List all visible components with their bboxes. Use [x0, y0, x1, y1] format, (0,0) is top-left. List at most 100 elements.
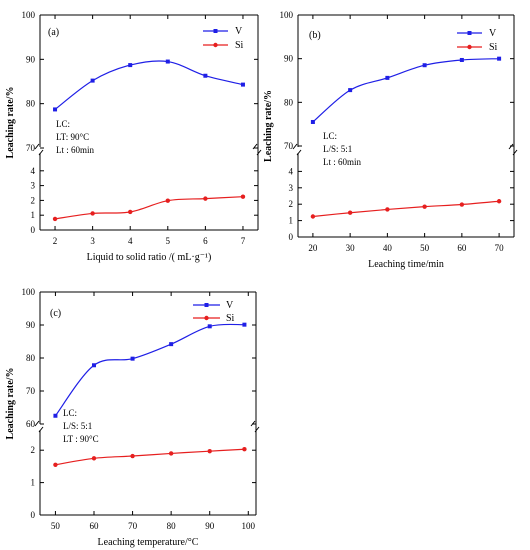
data-point-v — [92, 363, 96, 368]
data-point-v — [203, 73, 208, 78]
x-tick-label: 70 — [128, 521, 138, 531]
x-tick-label: 70 — [495, 243, 505, 253]
y-tick-label: 100 — [22, 10, 36, 20]
y-axis-label: Leaching rate/% — [5, 368, 16, 440]
axis-break-right — [250, 420, 260, 433]
data-point-v — [459, 57, 464, 62]
y-tick-label: 100 — [280, 10, 294, 20]
data-point-si — [91, 456, 97, 461]
chart-panel-3: 50 60 70 80 90 100 60 70 80 90 100 0 1 2 Leaching temp… — [5, 287, 260, 548]
data-point-v — [53, 413, 58, 418]
x-tick-label: 40 — [383, 243, 393, 253]
x-tick-label: 2 — [53, 236, 58, 246]
legend-marker-v — [213, 29, 218, 33]
condition-annotation: L/S: 5:1 — [63, 421, 92, 431]
data-point-v — [207, 324, 212, 329]
x-tick-label: 30 — [346, 243, 356, 253]
y-tick-label: 90 — [26, 320, 36, 330]
condition-annotation: LC: — [56, 119, 70, 129]
condition-annotation: Lt : 60min — [56, 145, 94, 155]
y-tick-label: 90 — [284, 54, 294, 64]
data-point-si — [168, 451, 174, 456]
legend-label-si: Si — [235, 40, 244, 51]
data-point-v — [348, 88, 353, 93]
data-point-si — [242, 447, 247, 452]
y-tick-label: 0 — [31, 225, 36, 235]
x-tick-label: 4 — [128, 236, 133, 246]
data-point-si — [310, 214, 316, 219]
data-point-si — [52, 216, 58, 222]
x-tick-label: 100 — [242, 521, 256, 531]
x-tick-label: 60 — [457, 243, 467, 253]
series-line-si — [54, 196, 243, 220]
legend-label-v: V — [489, 28, 497, 39]
data-point-si — [207, 448, 212, 454]
y-tick-label: 90 — [26, 54, 36, 64]
legend-label-v: V — [226, 300, 234, 311]
x-axis-label: Liquid to solid ratio /( mL·g⁻¹) — [87, 252, 212, 263]
data-point-v — [128, 63, 133, 68]
data-point-si — [128, 209, 133, 215]
data-point-v — [242, 322, 247, 327]
legend-label-si: Si — [226, 313, 235, 324]
condition-annotation: LC: — [323, 131, 337, 141]
data-point-si — [240, 194, 246, 199]
panel-label: (c) — [50, 308, 61, 319]
x-axis-label: Leaching temperature/°C — [98, 537, 199, 548]
series-line-si — [312, 200, 500, 218]
y-tick-label: 3 — [31, 181, 36, 191]
y-tick-label: 4 — [31, 166, 36, 176]
x-tick-label: 80 — [167, 521, 177, 531]
data-point-v — [53, 107, 58, 112]
y-tick-label: 100 — [22, 287, 36, 297]
data-point-si — [203, 196, 208, 201]
y-tick-label: 1 — [31, 478, 36, 488]
y-tick-label: 0 — [289, 232, 294, 242]
data-point-v — [90, 78, 95, 83]
data-point-v — [165, 59, 170, 64]
x-tick-label: 3 — [90, 236, 95, 246]
data-point-v — [310, 119, 315, 124]
axis-break-left — [34, 143, 44, 156]
series-line-v — [54, 323, 245, 417]
legend-marker-si — [467, 44, 472, 50]
y-tick-label: 80 — [26, 353, 36, 363]
data-point-si — [347, 210, 353, 215]
legend-marker-si — [213, 42, 218, 48]
y-tick-label: 3 — [289, 183, 294, 193]
data-point-v — [240, 82, 245, 87]
legend-marker-v — [204, 303, 209, 307]
x-tick-label: 50 — [51, 521, 61, 531]
data-point-v — [130, 356, 135, 361]
y-tick-label: 80 — [26, 99, 36, 109]
data-point-si — [90, 211, 95, 216]
y-tick-label: 1 — [31, 210, 36, 220]
data-point-v — [497, 56, 502, 61]
y-tick-label: 70 — [26, 143, 36, 153]
x-tick-label: 90 — [205, 521, 215, 531]
y-tick-label: 2 — [31, 195, 36, 205]
data-point-v — [385, 75, 390, 80]
x-tick-label: 6 — [203, 236, 208, 246]
axis-break-left — [292, 143, 302, 156]
y-axis-label: Leaching rate/% — [5, 87, 16, 159]
data-point-v — [422, 63, 427, 68]
axis-break-left — [34, 420, 44, 433]
data-point-si — [165, 198, 170, 203]
data-point-si — [130, 453, 135, 459]
condition-annotation: L/S: 5:1 — [323, 144, 352, 154]
chart-panel-2: 20 30 40 50 60 70 70 80 90 100 0 1 2 3 4 Leaching time/… — [263, 10, 518, 270]
condition-annotation: Lt : 60min — [323, 157, 361, 167]
y-tick-label: 70 — [284, 141, 294, 151]
x-tick-label: 7 — [241, 236, 246, 246]
condition-annotation: LT: 90°C — [56, 132, 89, 142]
x-tick-label: 60 — [90, 521, 100, 531]
legend-marker-v — [467, 31, 472, 35]
chart-panel-1: 2 3 4 5 6 7 70 80 90 100 0 1 2 3 4 Liquid to solid rati… — [5, 10, 262, 263]
legend-label-v: V — [235, 26, 243, 37]
data-point-v — [169, 342, 174, 347]
axis-break-right — [252, 143, 262, 156]
y-tick-label: 60 — [26, 419, 36, 429]
y-axis-label: Leaching rate/% — [263, 90, 274, 162]
